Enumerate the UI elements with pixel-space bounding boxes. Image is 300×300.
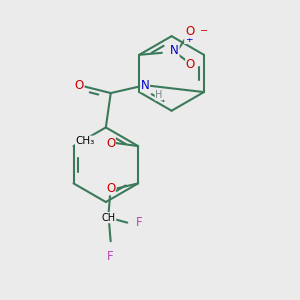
Text: O: O xyxy=(186,58,195,71)
Text: O: O xyxy=(75,79,84,92)
Text: N: N xyxy=(141,79,149,92)
Text: F: F xyxy=(107,250,114,263)
Text: H: H xyxy=(155,90,163,100)
Text: O: O xyxy=(106,182,115,195)
Text: CH: CH xyxy=(102,213,116,223)
Text: +: + xyxy=(184,34,192,43)
Text: O: O xyxy=(186,25,195,38)
Text: −: − xyxy=(200,26,208,36)
Text: N: N xyxy=(170,44,179,57)
Text: CH₃: CH₃ xyxy=(76,136,95,146)
Text: O: O xyxy=(106,136,115,150)
Text: F: F xyxy=(136,216,142,229)
